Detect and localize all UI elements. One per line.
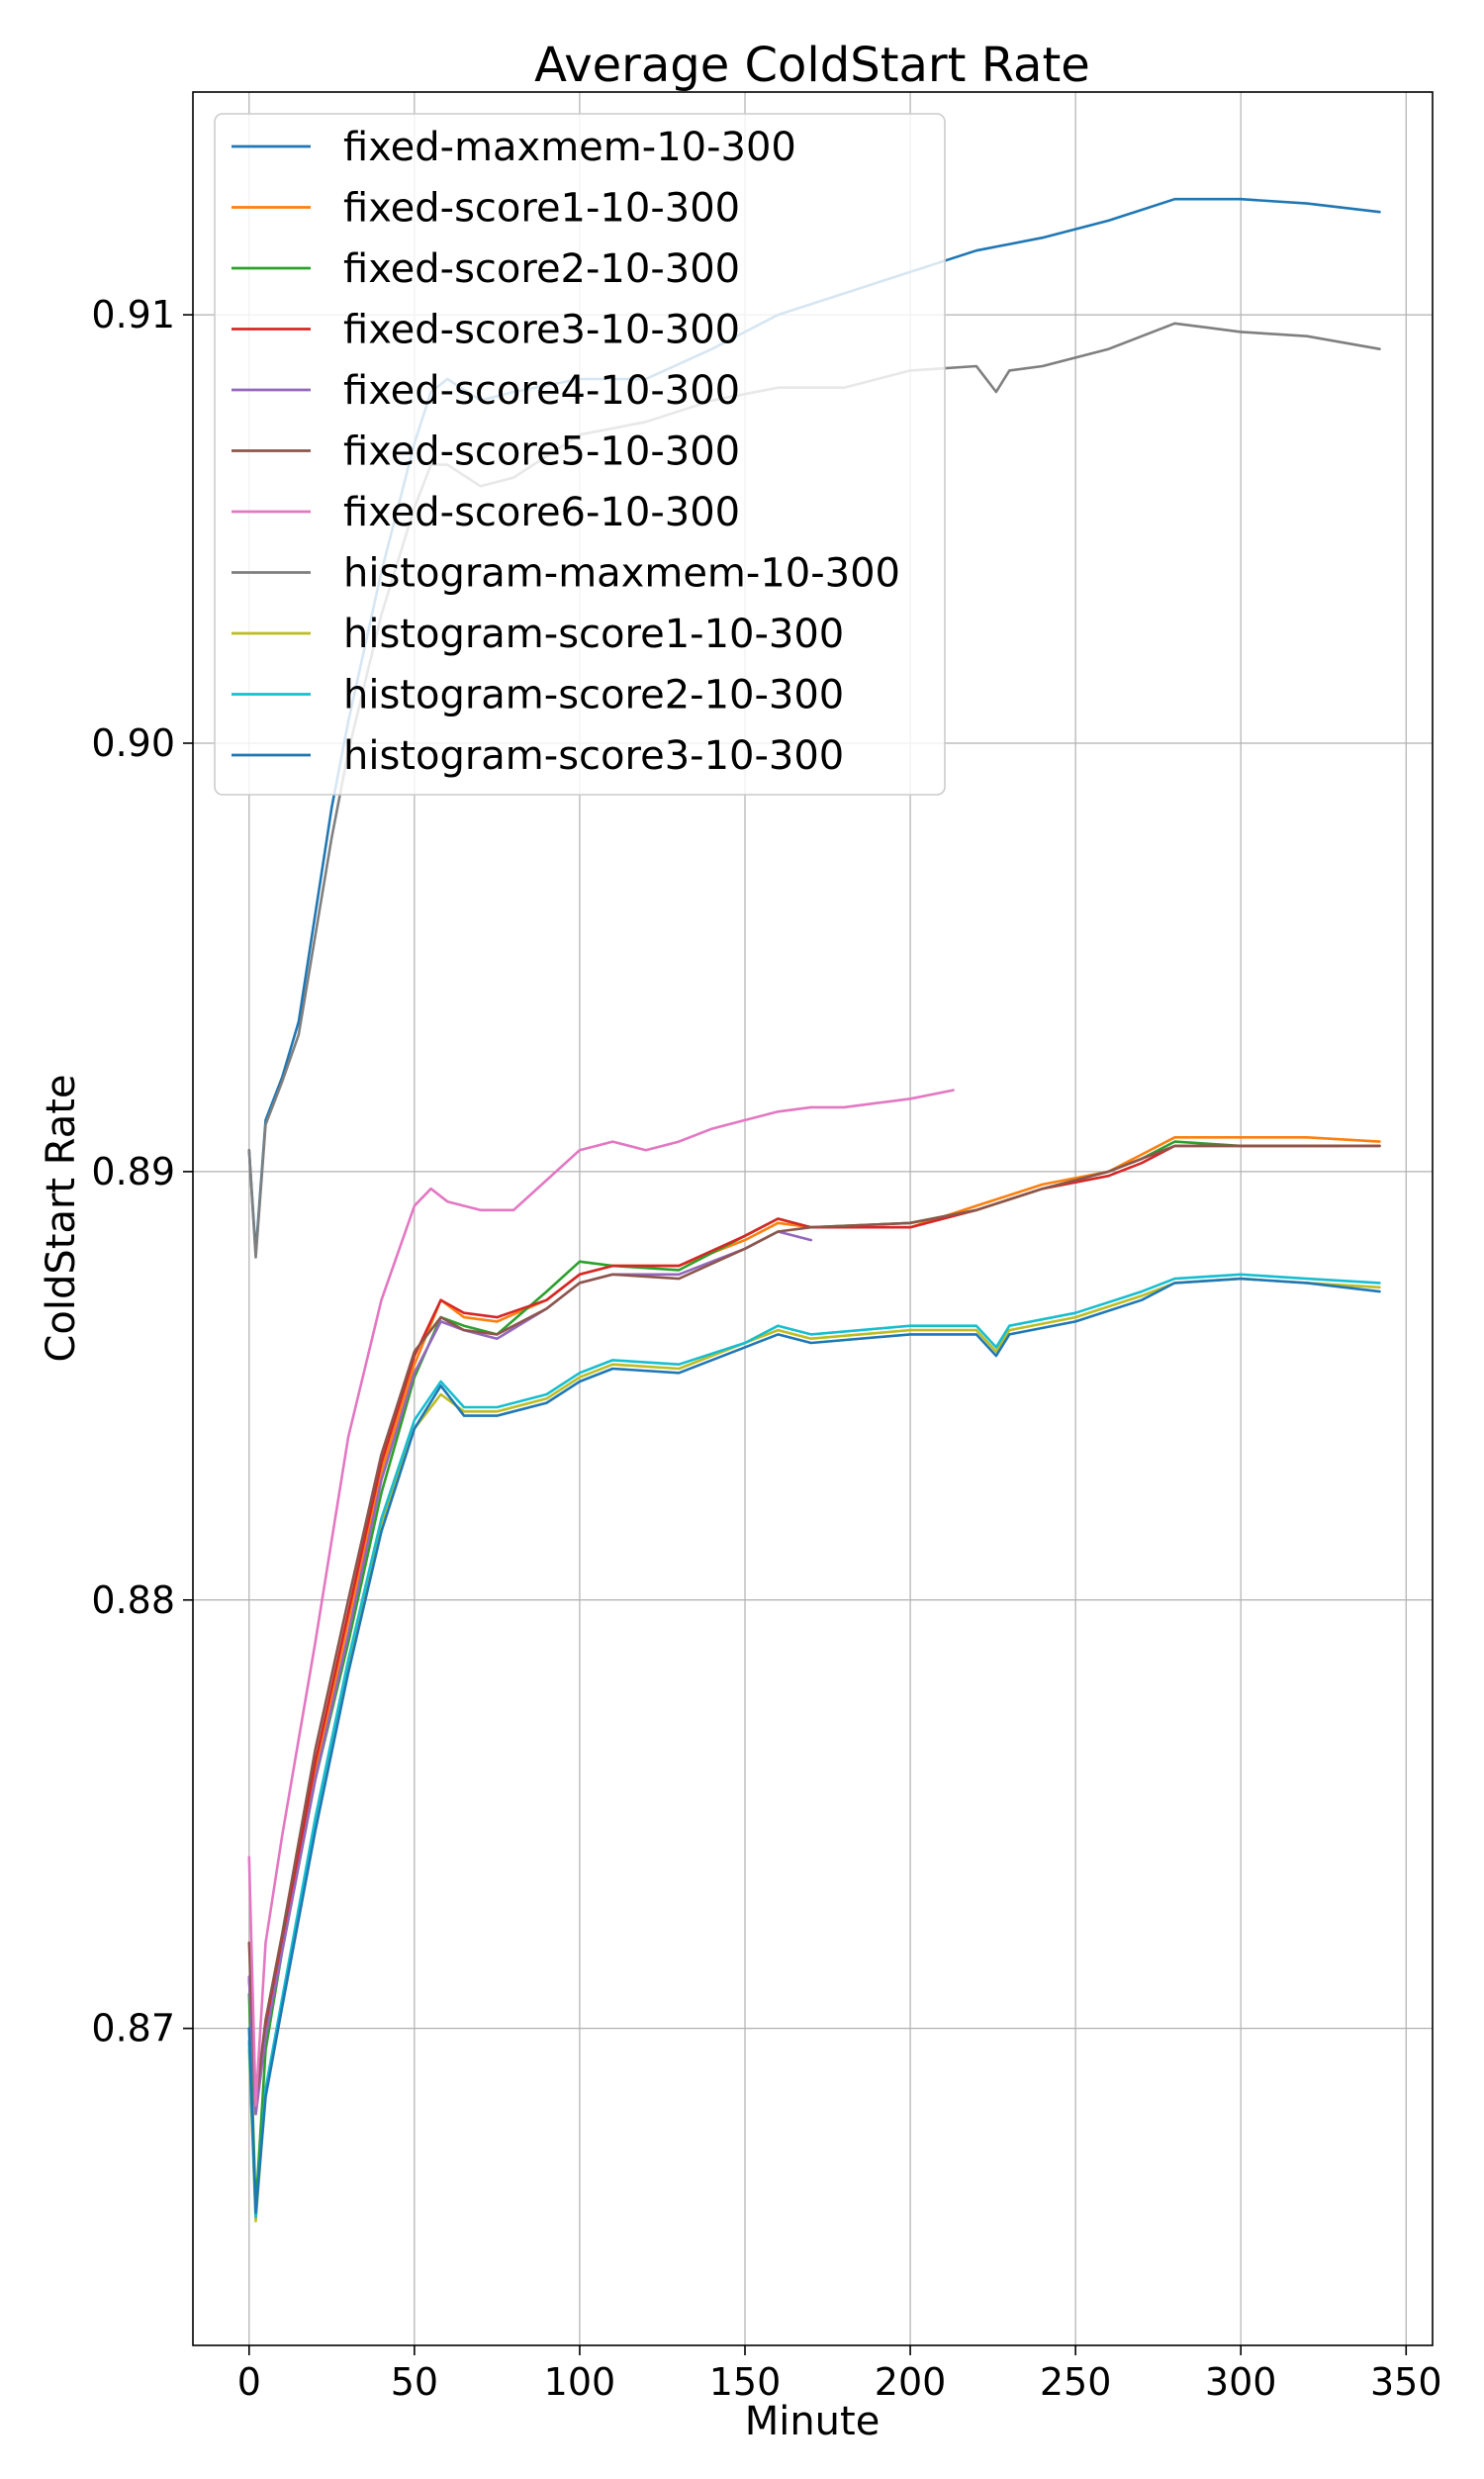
x-tick-label: 350 [1370,2360,1442,2404]
x-tick-label: 0 [237,2360,261,2404]
x-tick-label: 250 [1040,2360,1112,2404]
legend: fixed-maxmem-10-300 fixed-score1-10-300 fi… [214,113,946,796]
legend-label-fixed-score5-10-300: fixed-score5-10-300 [343,429,740,475]
series-line-fixed-score2-10-300 [247,1140,1342,2210]
legend-label-fixed-maxmem-10-300: fixed-maxmem-10-300 [343,125,796,170]
chart-title: Average ColdStart Rate [534,38,1090,93]
legend-label-fixed-score1-10-300: fixed-score1-10-300 [343,186,740,232]
legend-label-fixed-score6-10-300: fixed-score6-10-300 [343,490,740,535]
x-axis-label: Minute [745,2399,881,2444]
series-line-fixed-score4-10-300 [247,1230,813,2116]
x-tick-label: 100 [544,2360,616,2404]
x-tick-label: 150 [709,2360,782,2404]
legend-label-fixed-score3-10-300: fixed-score3-10-300 [343,308,740,353]
x-tick-label: 300 [1205,2360,1277,2404]
y-tick-label: 0.89 [91,1150,175,1193]
y-tick-label: 0.87 [91,2007,175,2050]
y-tick-label: 0.90 [91,721,175,765]
x-tick-label: 50 [391,2360,438,2404]
tick-layer: 0 50 100 150 200 250 300 350 0.87 0.88 0.89 0.90 0.9… [91,293,1441,2404]
legend-label-fixed-score2-10-300: fixed-score2-10-300 [343,246,740,292]
legend-label-histogram-score2-10-300: histogram-score2-10-300 [343,673,844,718]
y-tick-label: 0.88 [91,1578,175,1622]
series-line-histogram-score2-10-300 [247,1273,1381,2219]
series-line-fixed-score1-10-300 [247,1136,1381,2116]
legend-box [214,113,946,796]
legend-label-histogram-score3-10-300: histogram-score3-10-300 [343,733,844,779]
series-line-histogram-score3-10-300 [247,1277,1381,2215]
series-line-fixed-score5-10-300 [247,1144,1381,2103]
legend-label-histogram-score1-10-300: histogram-score1-10-300 [343,612,844,657]
y-axis-label: ColdStart Rate [39,1074,84,1362]
legend-label-histogram-maxmem-10-300: histogram-maxmem-10-300 [343,551,900,597]
plot-area-frame [192,91,1434,2346]
series-line-fixed-score3-10-300 [247,1144,1381,2107]
x-tick-label: 200 [875,2360,947,2404]
y-tick-label: 0.91 [91,293,175,336]
series-line-fixed-score6-10-300 [247,1089,955,2107]
legend-label-fixed-score4-10-300: fixed-score4-10-300 [343,368,740,414]
